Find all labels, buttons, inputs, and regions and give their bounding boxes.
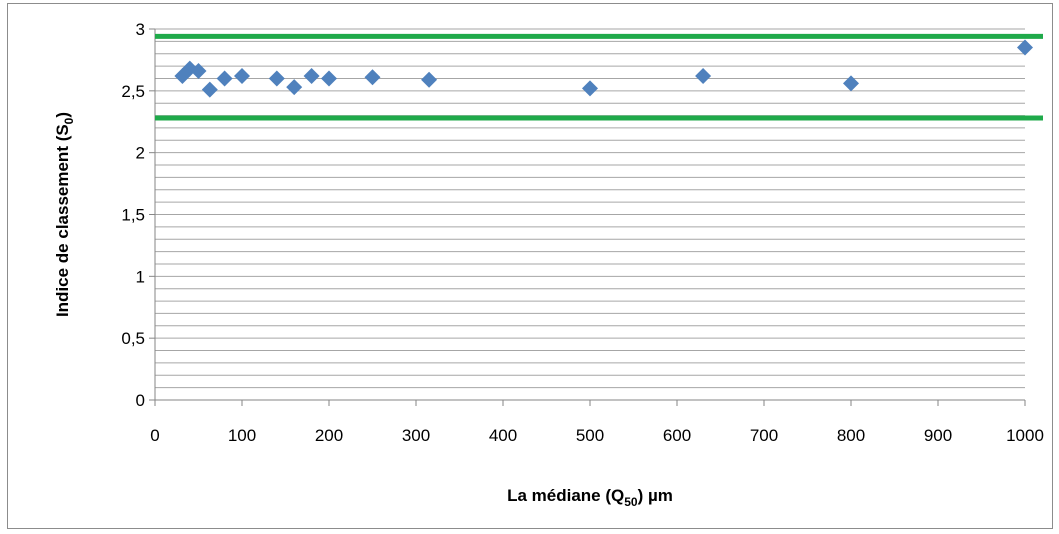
- x-tick-label: 400: [489, 426, 517, 445]
- x-tick-label: 100: [228, 426, 256, 445]
- y-tick-label: 2: [136, 144, 145, 163]
- y-tick-label: 3: [136, 20, 145, 39]
- x-tick-label: 1000: [1006, 426, 1044, 445]
- data-point: [201, 81, 218, 98]
- y-tick-label: 2,5: [121, 82, 145, 101]
- data-point: [695, 67, 712, 84]
- data-point: [216, 70, 233, 87]
- y-axis-title-main: Indice de classement (S: [53, 124, 72, 317]
- x-axis-title-sub: 50: [624, 495, 638, 509]
- y-tick-label: 1,5: [121, 206, 145, 225]
- data-points: [174, 39, 1033, 98]
- x-tick-label: 0: [150, 426, 159, 445]
- x-axis-title-tail: ) µm: [638, 486, 673, 505]
- data-point: [303, 67, 320, 84]
- x-tick-label: 300: [402, 426, 430, 445]
- data-point: [1017, 39, 1033, 56]
- x-axis-title: La médiane (Q50) µm: [507, 486, 673, 509]
- data-point: [364, 69, 381, 86]
- y-axis-title-tail: ): [53, 112, 72, 118]
- y-tick-label: 1: [136, 267, 145, 286]
- chart-frame: 0 0,5 1 1,5 2 2,5 3 0 100 200 300 400 500 600 700 800 90…: [7, 3, 1053, 529]
- scatter-chart: 00,511,522,530 100 200 300 400 500 600 700 800 90…: [53, 20, 1044, 509]
- y-axis-title-sub: 0: [62, 117, 76, 124]
- data-point: [321, 70, 337, 87]
- reference-lines: [155, 33, 1043, 121]
- x-tick-label: 800: [837, 426, 865, 445]
- data-point: [190, 63, 207, 80]
- data-point: [421, 71, 438, 88]
- data-point: [234, 67, 250, 84]
- x-tick-label: 200: [315, 426, 343, 445]
- x-tick-label: 700: [750, 426, 778, 445]
- data-point: [268, 70, 285, 87]
- data-point: [843, 75, 859, 92]
- data-point: [582, 80, 598, 97]
- y-tick-label: 0,5: [121, 329, 145, 348]
- axes: [149, 28, 1026, 406]
- y-axis-title: Indice de classement (S0): [53, 112, 76, 317]
- x-tick-label: 600: [663, 426, 691, 445]
- tick-labels: 0 0,5 1 1,5 2 2,5 3 0 100 200 300 400 500 600 700 800 90…: [121, 20, 1044, 445]
- data-point: [286, 79, 303, 96]
- x-tick-label: 900: [924, 426, 952, 445]
- y-tick-label: 0: [136, 391, 145, 410]
- x-axis-title-main: La médiane (Q: [507, 486, 624, 505]
- x-tick-label: 500: [576, 426, 604, 445]
